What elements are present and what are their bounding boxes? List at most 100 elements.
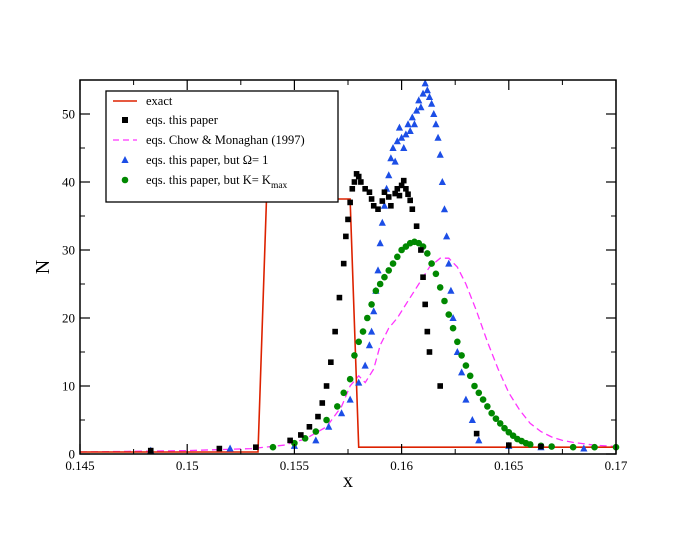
kmax-point: [496, 420, 504, 427]
omega-point: [355, 378, 363, 386]
omega-point: [387, 154, 395, 162]
omega-point: [417, 103, 425, 111]
kmax-point: [436, 284, 444, 291]
x-axis-title: x: [343, 470, 353, 492]
this-paper-point: [306, 424, 313, 430]
omega-point: [361, 361, 369, 369]
omega-point: [346, 395, 354, 403]
this-paper-point: [422, 301, 428, 308]
omega-point: [337, 409, 346, 417]
y-tick-label: 0: [69, 447, 76, 462]
this-paper-point: [403, 186, 409, 192]
this-paper-point: [379, 198, 386, 204]
kmax-point: [368, 301, 375, 308]
this-paper-point: [413, 223, 420, 229]
omega-point: [376, 239, 384, 247]
y-tick-label: 20: [62, 311, 75, 326]
y-tick-label: 10: [62, 379, 75, 394]
omega-point: [436, 150, 444, 158]
this-paper-point: [358, 179, 364, 185]
kmax-point: [548, 443, 555, 450]
omega-point: [475, 436, 483, 444]
legend-label-this-paper: eqs. this paper: [146, 113, 219, 127]
omega-point: [462, 395, 470, 403]
kmax-point: [351, 352, 358, 359]
kmax-point: [479, 396, 487, 403]
legend: exact eqs. this paper eqs. Chow & Monagh…: [105, 90, 339, 203]
kmax-point: [471, 382, 478, 390]
kmax-point: [323, 416, 330, 424]
this-paper-point: [388, 203, 394, 209]
omega-point: [374, 266, 382, 274]
kmax-point: [492, 415, 500, 422]
this-paper-point: [315, 413, 321, 420]
omega-point: [370, 307, 378, 315]
omega-point: [367, 327, 376, 335]
omega-point: [402, 130, 410, 138]
kmax-point: [462, 362, 470, 369]
omega-point: [408, 113, 416, 121]
kmax-point: [355, 338, 363, 346]
x-tick-label: 0.17: [605, 458, 628, 473]
legend-symbol-this-paper: [122, 117, 128, 123]
kmax-point: [454, 338, 461, 346]
this-paper-point: [253, 444, 259, 450]
legend-label-chow: eqs. Chow & Monaghan (1997): [146, 133, 305, 147]
omega-point: [423, 86, 431, 94]
x-tick-label: 0.15: [176, 458, 199, 473]
this-paper-point: [420, 274, 426, 280]
this-paper-point: [426, 349, 433, 355]
omega-point: [458, 368, 466, 376]
omega-point: [440, 205, 449, 213]
this-paper-point: [392, 190, 398, 197]
this-paper-point: [418, 247, 424, 253]
omega-point: [398, 133, 406, 141]
this-paper-point: [424, 328, 431, 335]
kmax-point: [424, 250, 431, 257]
omega-point: [445, 259, 453, 267]
series-chow-line: [79, 257, 617, 453]
y-tick-label: 50: [62, 107, 75, 122]
this-paper-point: [328, 359, 334, 365]
kmax-point: [394, 253, 401, 261]
this-paper-point: [409, 206, 416, 212]
this-paper-point: [368, 196, 375, 202]
kmax-point: [359, 328, 367, 335]
legend-label-exact: exact: [146, 94, 173, 108]
this-paper-point: [385, 194, 392, 200]
legend-label-omega: eqs. this paper, but Ω= 1: [146, 153, 268, 167]
kmax-point: [591, 443, 598, 451]
this-paper-point: [538, 443, 544, 450]
omega-point: [447, 286, 455, 294]
ticks-layer: 0.145 0.15 0.155 0.16 0.165 0.17 0 10 20 30 40 50: [62, 79, 628, 473]
omega-point: [400, 144, 408, 151]
this-paper-point: [349, 186, 356, 192]
omega-point: [421, 79, 429, 87]
this-paper-point: [287, 437, 293, 444]
omega-point: [443, 232, 451, 240]
kmax-point: [385, 267, 393, 274]
kmax-point: [432, 270, 440, 278]
kmax-point: [346, 375, 354, 383]
omega-point: [430, 110, 438, 117]
this-paper-point: [400, 177, 407, 184]
omega-point: [385, 171, 393, 179]
y-axis-title: N: [32, 260, 54, 274]
this-paper-point: [355, 173, 362, 180]
omega-point: [580, 444, 588, 452]
this-paper-point: [394, 186, 401, 192]
kmax-point: [269, 443, 277, 451]
omega-point: [380, 201, 389, 209]
legend-symbols: [113, 100, 137, 184]
kmax-point: [445, 311, 453, 318]
omega-point: [434, 133, 442, 141]
this-paper-point: [347, 199, 353, 206]
omega-point: [449, 314, 457, 321]
this-paper-point: [405, 191, 411, 198]
omega-point: [410, 120, 419, 128]
kmax-point: [501, 424, 508, 432]
legend-symbol-kmax: [121, 176, 129, 184]
y-tick-label: 30: [62, 243, 75, 258]
kmax-point: [466, 372, 474, 380]
omega-point: [395, 123, 404, 131]
